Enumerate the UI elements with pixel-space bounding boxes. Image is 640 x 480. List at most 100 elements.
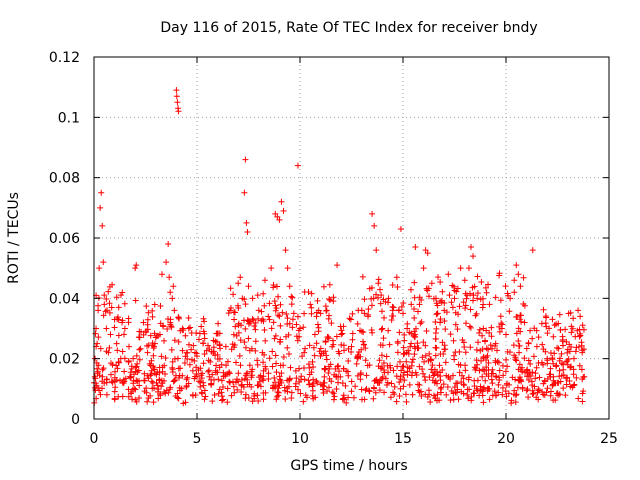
roti-point-bg xyxy=(345,345,352,352)
roti-point-bg xyxy=(431,366,438,373)
roti-point-bg xyxy=(438,297,445,304)
y-tick-label: 0.04 xyxy=(49,291,80,307)
roti-point-bg xyxy=(109,281,116,288)
roti-point-bg xyxy=(370,384,377,391)
roti-point-bg xyxy=(502,388,509,395)
roti-point-bg xyxy=(562,326,569,333)
roti-point-bg xyxy=(158,353,165,360)
roti-point-bg xyxy=(205,342,212,349)
roti-point-bg xyxy=(195,378,202,385)
roti-point-bg xyxy=(536,374,543,381)
roti-point-bg xyxy=(505,390,512,397)
roti-point-bg xyxy=(167,316,174,323)
roti-point-bg xyxy=(237,337,244,344)
roti-point-bg xyxy=(580,326,587,333)
roti-point-bg xyxy=(456,303,463,310)
roti-point xyxy=(354,355,361,362)
roti-point-bg xyxy=(281,384,288,391)
roti-point-bg xyxy=(306,342,313,349)
roti-point-bg xyxy=(182,353,189,360)
roti-point-bg xyxy=(284,320,291,327)
roti-point-bg xyxy=(565,356,572,363)
roti-point-bg xyxy=(132,364,139,371)
roti-point-bg xyxy=(285,331,292,338)
roti-point-bg xyxy=(436,397,443,404)
roti-point-bg xyxy=(115,393,122,400)
roti-point-bg xyxy=(416,294,423,301)
roti-point-bg xyxy=(306,381,313,388)
roti-point-bg xyxy=(193,353,200,360)
roti-point xyxy=(245,283,252,290)
roti-point-bg xyxy=(489,392,496,399)
roti-point-bg xyxy=(132,297,139,304)
roti-point xyxy=(170,283,177,290)
roti-point-bg xyxy=(202,393,209,400)
roti-point xyxy=(564,361,571,368)
roti-point-bg xyxy=(233,376,240,383)
roti-point-bg xyxy=(511,289,518,296)
roti-point-bg xyxy=(575,395,582,402)
roti-point-bg xyxy=(529,387,536,394)
roti-point-bg xyxy=(243,370,250,377)
roti-point xyxy=(166,274,173,281)
roti-point-bg xyxy=(386,341,393,348)
roti-point-bg xyxy=(345,394,352,401)
roti-point-bg xyxy=(266,316,273,323)
roti-point-bg xyxy=(483,289,490,296)
roti-point-bg xyxy=(422,342,429,349)
roti-point xyxy=(148,367,155,374)
roti-point-bg xyxy=(572,348,579,355)
roti-point-bg xyxy=(384,362,391,369)
roti-point-bg xyxy=(360,338,367,345)
roti-point-bg xyxy=(355,349,362,356)
roti-point-bg xyxy=(158,377,165,384)
roti-point-bg xyxy=(463,320,470,327)
roti-point-bg xyxy=(269,348,276,355)
roti-point-bg xyxy=(329,389,336,396)
roti-point-bg xyxy=(443,391,450,398)
roti-point-bg xyxy=(315,324,322,331)
roti-point xyxy=(338,331,345,338)
roti-point-bg xyxy=(513,391,520,398)
roti-point-bg xyxy=(106,300,113,307)
roti-point xyxy=(111,316,118,323)
roti-point-bg xyxy=(437,278,444,285)
roti-point-bg xyxy=(381,314,388,321)
roti-point-bg xyxy=(277,301,284,308)
roti-point-bg xyxy=(296,333,303,340)
roti-point xyxy=(243,219,250,226)
roti-point-bg xyxy=(496,367,503,374)
roti-point-bg xyxy=(129,396,136,403)
roti-point-bg xyxy=(272,307,279,314)
roti-point-bg xyxy=(353,360,360,367)
roti-point-bg xyxy=(349,310,356,317)
roti-point-bg xyxy=(430,372,437,379)
roti-point-bg xyxy=(396,329,403,336)
roti-point-bg xyxy=(272,384,279,391)
roti-point-bg xyxy=(388,317,395,324)
roti-point-bg xyxy=(378,292,385,299)
roti-point-bg xyxy=(403,358,410,365)
roti-point-bg xyxy=(399,363,406,370)
roti-point xyxy=(290,310,297,317)
roti-point-bg xyxy=(244,376,251,383)
roti-point-bg xyxy=(149,385,156,392)
roti-point-bg xyxy=(279,309,286,316)
roti-point xyxy=(529,247,536,254)
tick-labels: 0 5 10 15 20 25 0 0.02 0.04 0.06 0.08 0.1 0.12 xyxy=(49,50,618,447)
roti-point-bg xyxy=(553,363,560,370)
roti-point-bg xyxy=(251,390,258,397)
roti-point-bg xyxy=(335,373,342,380)
roti-point-bg xyxy=(401,331,408,338)
roti-point-bg xyxy=(411,279,418,286)
roti-point-bg xyxy=(182,332,189,339)
y-tick-label: 0.02 xyxy=(49,352,80,368)
roti-point-bg xyxy=(432,330,439,337)
roti-point-bg xyxy=(508,397,515,404)
roti-point-bg xyxy=(215,390,222,397)
roti-point-bg xyxy=(200,340,207,347)
roti-point-bg xyxy=(119,348,126,355)
roti-point xyxy=(297,325,303,332)
roti-point-bg xyxy=(397,376,404,382)
roti-point-bg xyxy=(276,376,283,383)
